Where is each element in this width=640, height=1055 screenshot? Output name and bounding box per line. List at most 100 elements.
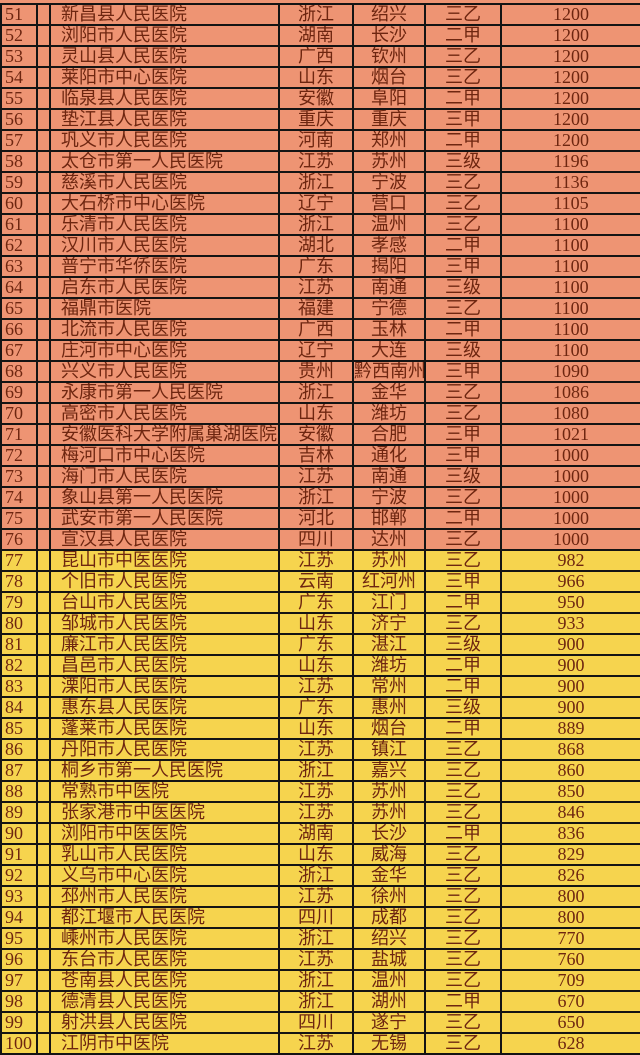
city-cell: 烟台: [352, 717, 426, 740]
spacer-cell: [36, 423, 51, 446]
grade-cell: 二甲: [424, 717, 502, 740]
rank-cell: 97: [0, 969, 38, 992]
city-cell: 绍兴: [352, 927, 426, 950]
city-cell: 金华: [352, 864, 426, 887]
beds-count-cell: 889: [500, 717, 640, 740]
table-row: 95 嵊州市人民医院 浙江 绍兴 三乙 770: [0, 927, 640, 950]
beds-count-cell: 1100: [500, 234, 640, 257]
city-cell: 营口: [352, 192, 426, 215]
spacer-cell: [36, 927, 51, 950]
hospital-name-cell: 慈溪市人民医院: [49, 171, 280, 194]
grade-cell: 三乙: [424, 738, 502, 761]
rank-cell: 69: [0, 381, 38, 404]
table-row: 99 射洪县人民医院 四川 遂宁 三乙 650: [0, 1011, 640, 1034]
spacer-cell: [36, 528, 51, 551]
grade-cell: 二甲: [424, 87, 502, 110]
grade-cell: 三乙: [424, 1011, 502, 1034]
table-row: 70 高密市人民医院 山东 潍坊 三乙 1080: [0, 402, 640, 425]
hospital-name-cell: 溧阳市人民医院: [49, 675, 280, 698]
spacer-cell: [36, 234, 51, 257]
grade-cell: 三甲: [424, 108, 502, 131]
spacer-cell: [36, 570, 51, 593]
city-cell: 南通: [352, 276, 426, 299]
hospital-name-cell: 灵山县人民医院: [49, 45, 280, 68]
hospital-name-cell: 德清县人民医院: [49, 990, 280, 1013]
province-cell: 江苏: [278, 1032, 354, 1055]
beds-count-cell: 950: [500, 591, 640, 614]
table-row: 65 福鼎市医院 福建 宁德 三乙 1100: [0, 297, 640, 320]
city-cell: 通化: [352, 444, 426, 467]
table-row: 54 莱阳市中心医院 山东 烟台 三乙 1200: [0, 66, 640, 89]
table-row: 81 廉江市人民医院 广东 湛江 三级 900: [0, 633, 640, 656]
grade-cell: 三乙: [424, 171, 502, 194]
spacer-cell: [36, 3, 51, 26]
spacer-cell: [36, 717, 51, 740]
beds-count-cell: 1000: [500, 444, 640, 467]
province-cell: 江苏: [278, 948, 354, 971]
rank-cell: 68: [0, 360, 38, 383]
grade-cell: 三乙: [424, 612, 502, 635]
grade-cell: 三级: [424, 276, 502, 299]
city-cell: 济宁: [352, 612, 426, 635]
hospital-name-cell: 桐乡市第一人民医院: [49, 759, 280, 782]
city-cell: 烟台: [352, 66, 426, 89]
province-cell: 浙江: [278, 927, 354, 950]
beds-count-cell: 1000: [500, 528, 640, 551]
hospital-name-cell: 巩义市人民医院: [49, 129, 280, 152]
city-cell: 苏州: [352, 150, 426, 173]
hospital-name-cell: 嵊州市人民医院: [49, 927, 280, 950]
rank-cell: 98: [0, 990, 38, 1013]
grade-cell: 三甲: [424, 423, 502, 446]
table-row: 86 丹阳市人民医院 江苏 镇江 三乙 868: [0, 738, 640, 761]
rank-cell: 76: [0, 528, 38, 551]
province-cell: 山东: [278, 66, 354, 89]
city-cell: 潍坊: [352, 654, 426, 677]
table-row: 88 常熟市中医院 江苏 苏州 三乙 850: [0, 780, 640, 803]
rank-cell: 84: [0, 696, 38, 719]
spacer-cell: [36, 612, 51, 635]
province-cell: 江苏: [278, 885, 354, 908]
grade-cell: 三乙: [424, 45, 502, 68]
hospital-name-cell: 临泉县人民医院: [49, 87, 280, 110]
table-row: 74 象山县第一人民医院 浙江 宁波 三乙 1000: [0, 486, 640, 509]
grade-cell: 三乙: [424, 927, 502, 950]
hospital-ranking-table: 51 新昌县人民医院 浙江 绍兴 三乙 1200 52 浏阳市人民医院 湖南 长…: [0, 3, 640, 1055]
hospital-name-cell: 汉川市人民医院: [49, 234, 280, 257]
spacer-cell: [36, 444, 51, 467]
hospital-name-cell: 蓬莱市人民医院: [49, 717, 280, 740]
beds-count-cell: 900: [500, 633, 640, 656]
hospital-name-cell: 高密市人民医院: [49, 402, 280, 425]
province-cell: 浙江: [278, 3, 354, 26]
table-row: 58 太仓市第一人民医院 江苏 苏州 三级 1196: [0, 150, 640, 173]
city-cell: 潍坊: [352, 402, 426, 425]
table-row: 55 临泉县人民医院 安徽 阜阳 二甲 1200: [0, 87, 640, 110]
beds-count-cell: 800: [500, 885, 640, 908]
spacer-cell: [36, 213, 51, 236]
table-row: 83 溧阳市人民医院 江苏 常州 二甲 900: [0, 675, 640, 698]
city-cell: 宁波: [352, 171, 426, 194]
province-cell: 浙江: [278, 381, 354, 404]
hospital-name-cell: 武安市第一人民医院: [49, 507, 280, 530]
beds-count-cell: 1100: [500, 297, 640, 320]
province-cell: 辽宁: [278, 339, 354, 362]
hospital-name-cell: 浏阳市中医医院: [49, 822, 280, 845]
rank-cell: 77: [0, 549, 38, 572]
grade-cell: 三乙: [424, 549, 502, 572]
rank-cell: 65: [0, 297, 38, 320]
rank-cell: 99: [0, 1011, 38, 1034]
hospital-name-cell: 普宁市华侨医院: [49, 255, 280, 278]
hospital-name-cell: 东台市人民医院: [49, 948, 280, 971]
city-cell: 郑州: [352, 129, 426, 152]
beds-count-cell: 1100: [500, 255, 640, 278]
grade-cell: 三乙: [424, 864, 502, 887]
beds-count-cell: 860: [500, 759, 640, 782]
city-cell: 重庆: [352, 108, 426, 131]
grade-cell: 三乙: [424, 528, 502, 551]
rank-cell: 95: [0, 927, 38, 950]
grade-cell: 三乙: [424, 969, 502, 992]
province-cell: 江苏: [278, 738, 354, 761]
rank-cell: 55: [0, 87, 38, 110]
spacer-cell: [36, 1032, 51, 1055]
beds-count-cell: 1100: [500, 213, 640, 236]
province-cell: 云南: [278, 570, 354, 593]
